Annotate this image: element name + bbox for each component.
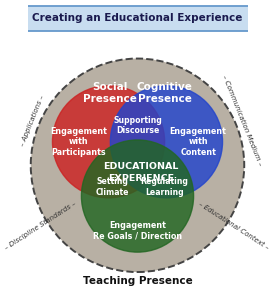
Circle shape <box>53 86 165 198</box>
Text: Engagement
with
Content: Engagement with Content <box>170 127 227 157</box>
Text: Engagement
Re Goals / Direction: Engagement Re Goals / Direction <box>93 221 182 240</box>
FancyBboxPatch shape <box>25 6 250 31</box>
Text: – Discipline Standards –: – Discipline Standards – <box>4 200 78 251</box>
Circle shape <box>31 58 244 272</box>
Text: – Applications –: – Applications – <box>20 94 46 147</box>
Text: – Communication Medium –: – Communication Medium – <box>221 74 263 167</box>
Text: Supporting
Discourse: Supporting Discourse <box>113 116 162 135</box>
Text: – Educational Context –: – Educational Context – <box>198 201 270 251</box>
Text: Cognitive
Presence: Cognitive Presence <box>137 82 192 104</box>
Text: Setting
Climate: Setting Climate <box>95 177 129 197</box>
Circle shape <box>81 140 194 252</box>
Text: Teaching Presence: Teaching Presence <box>82 276 192 286</box>
Text: Social
Presence: Social Presence <box>83 82 137 104</box>
Text: Regulating
Learning: Regulating Learning <box>141 177 189 197</box>
Text: EDUCATIONAL
EXPERIENCE: EDUCATIONAL EXPERIENCE <box>103 163 179 183</box>
Text: Creating an Educational Experience: Creating an Educational Experience <box>32 13 243 23</box>
Text: Engagement
with
Participants: Engagement with Participants <box>50 127 107 157</box>
Circle shape <box>110 86 222 198</box>
